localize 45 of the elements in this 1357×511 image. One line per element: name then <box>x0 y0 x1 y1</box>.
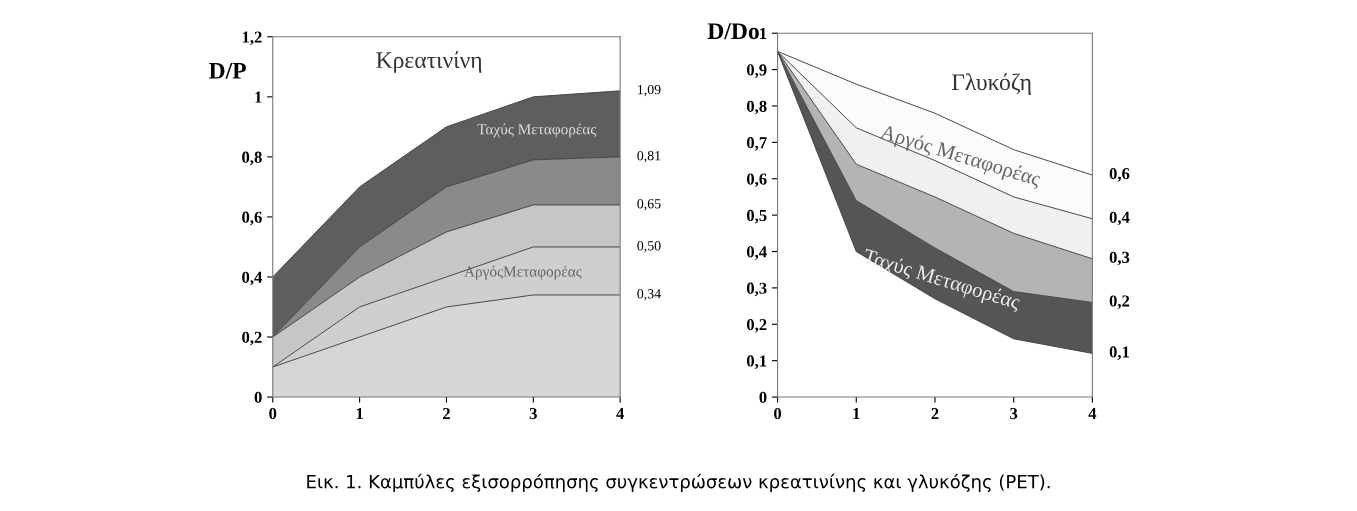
text: 0,34 <box>637 289 661 301</box>
x-tick-label: 2 <box>442 407 450 420</box>
text: 0,6 <box>1109 168 1130 182</box>
x-tick-label: 1 <box>356 408 363 420</box>
y-tick-label: 0,9 <box>746 64 767 78</box>
y-tick-label: 0,8 <box>746 100 767 115</box>
y-axis-title: D/P <box>209 62 246 79</box>
x-tick-label: 3 <box>529 407 537 420</box>
y-tick-label: 0,5 <box>746 209 767 224</box>
y-axis-title: D/Do <box>707 23 759 40</box>
y-tick-label: 0,4 <box>746 246 767 260</box>
x-tick-label: 3 <box>1010 407 1018 420</box>
x-tick-label: 0 <box>269 407 277 420</box>
x-tick-label: 2 <box>931 407 939 420</box>
x-tick-label: 1 <box>853 408 860 420</box>
y-tick-label: 0,4 <box>242 271 263 286</box>
y-tick-label: 0,8 <box>242 151 262 166</box>
text: Εικ. 1. Καμπύλες εξισορρόπησης συγκεντρώσεων κρεατινίνης και γλυκόζης (PET). <box>307 473 1050 493</box>
text: 0,3 <box>1109 251 1130 266</box>
y-tick-label: 1 <box>760 27 767 39</box>
y-tick-label: 0,6 <box>242 211 262 226</box>
y-tick-label: 0,2 <box>242 331 262 346</box>
y-tick-label: 0,6 <box>746 173 767 188</box>
annotation: Ταχύς Μεταφορέας <box>477 123 597 138</box>
y-tick-label: 0,3 <box>746 282 767 297</box>
y-tick-label: 0,7 <box>746 137 767 151</box>
text: 0,50 <box>637 241 661 253</box>
annotation: ΑργόςΜεταφορέας <box>464 265 582 280</box>
y-tick-label: 1,2 <box>242 31 262 46</box>
text: 0,81 <box>637 150 661 163</box>
text: 0,4 <box>1109 211 1130 226</box>
text: 0,1 <box>1109 346 1130 360</box>
text: Κρεατινίνη <box>376 51 482 73</box>
x-tick-label: 0 <box>774 407 782 420</box>
text: 0,2 <box>1109 295 1130 310</box>
x-tick-label: 4 <box>616 408 625 420</box>
y-tick-label: 0 <box>759 391 767 403</box>
text: 1,09 <box>638 84 661 97</box>
text: 0,65 <box>637 199 661 211</box>
x-tick-label: 4 <box>1088 408 1097 420</box>
y-tick-label: 0,1 <box>746 355 767 370</box>
y-tick-label: 0,2 <box>746 318 767 333</box>
text: Γλυκόζη <box>951 73 1031 95</box>
y-tick-label: 0 <box>254 391 262 403</box>
y-tick-label: 1 <box>255 91 262 103</box>
